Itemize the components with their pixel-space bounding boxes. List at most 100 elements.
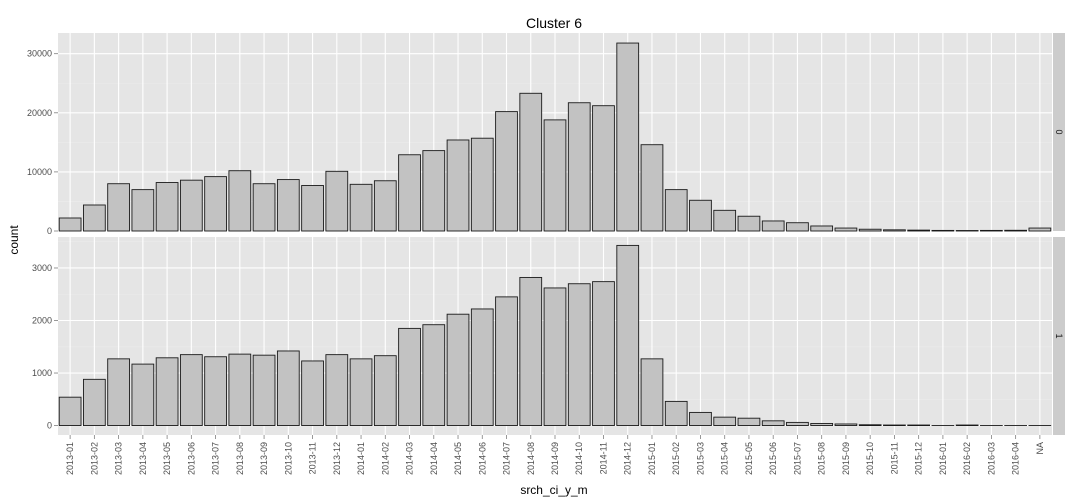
- bar-2015-03: [689, 411, 712, 426]
- bar-2016-01: [931, 229, 955, 232]
- y-tick-label: 2000: [32, 316, 52, 326]
- x-tick-label: 2013-07: [211, 442, 221, 475]
- bar-2014-08: [519, 276, 543, 426]
- bar-2013-02: [83, 204, 106, 232]
- x-tick-label: 2013-11: [308, 442, 318, 474]
- bar-2015-06: [761, 220, 785, 232]
- bar-2014-02: [373, 355, 397, 426]
- x-tick-label: 2013-05: [162, 442, 172, 475]
- bar-2013-11: [301, 360, 324, 426]
- x-tick-label: 2014-01: [356, 442, 366, 475]
- x-tick-label: 2013-12: [332, 442, 342, 475]
- bar-2013-11: [301, 185, 324, 232]
- x-tick-label: 2013-04: [138, 442, 148, 475]
- bar-2015-12: [907, 424, 931, 426]
- x-tick-label: 2013-06: [186, 442, 196, 475]
- bar-2014-06: [470, 308, 494, 426]
- bar-2013-05: [155, 182, 179, 232]
- y-tick-label: 30000: [27, 49, 52, 59]
- x-tick-label: 2015-02: [671, 442, 681, 475]
- x-tick-label: 2015-09: [841, 442, 851, 475]
- bar-2013-07: [204, 356, 227, 426]
- bar-2014-05: [446, 313, 470, 426]
- bar-2013-03: [107, 358, 130, 426]
- bar-2014-01: [349, 183, 373, 232]
- bar-2013-02: [83, 378, 106, 426]
- x-tick-label: 2015-10: [865, 442, 875, 475]
- x-tick-label: 2014-09: [550, 442, 560, 475]
- bar-2013-04: [131, 189, 155, 232]
- bar-2014-12: [616, 42, 640, 232]
- facet-panel-0: 0 10000 20000 30000 0: [27, 33, 1065, 236]
- bar-2014-08: [519, 92, 543, 232]
- x-tick-label: 2016-01: [938, 442, 948, 475]
- bar-2014-12: [616, 244, 640, 426]
- facet-strip: [1053, 237, 1065, 435]
- bar-2015-08: [810, 422, 834, 426]
- bar-2013-10: [276, 350, 300, 426]
- bar-2015-04: [713, 416, 737, 426]
- bar-2015-11: [883, 424, 906, 426]
- bar-2014-02: [373, 180, 397, 232]
- x-tick-label: 2013-08: [235, 442, 245, 475]
- bar-2015-02: [664, 400, 688, 426]
- y-tick-label: 1000: [32, 368, 52, 378]
- x-tick-label: 2014-04: [429, 442, 439, 475]
- bar-2015-01: [640, 358, 664, 426]
- x-tick-label: 2014-06: [477, 442, 487, 475]
- bar-2014-04: [422, 150, 446, 232]
- bar-2015-03: [689, 199, 712, 232]
- bar-2015-05: [737, 215, 761, 232]
- bar-2015-01: [640, 144, 664, 232]
- bar-2014-09: [543, 287, 567, 426]
- bar-2015-07: [786, 222, 809, 232]
- bar-2014-09: [543, 119, 567, 232]
- bar-2013-09: [252, 354, 276, 426]
- x-tick-label: 2015-07: [792, 442, 802, 475]
- x-tick-label: 2015-01: [647, 442, 657, 475]
- bar-2016-02: [955, 424, 979, 426]
- bar-2014-01: [349, 358, 373, 426]
- x-tick-label: 2016-04: [1011, 442, 1021, 475]
- x-tick-label: 2013-03: [114, 442, 124, 475]
- bar-2015-02: [664, 189, 688, 232]
- x-axis-title: srch_ci_y_m: [520, 483, 587, 497]
- bar-2013-10: [276, 179, 300, 232]
- bar-2014-03: [398, 154, 421, 232]
- x-tick-label: 2014-11: [598, 442, 608, 474]
- x-tick-label: 2015-05: [744, 442, 754, 475]
- bar-2015-10: [858, 424, 882, 426]
- bar-2013-05: [155, 357, 179, 426]
- x-tick-label: 2013-09: [259, 442, 269, 475]
- bar-2014-03: [398, 327, 421, 426]
- bar-2013-04: [131, 363, 155, 426]
- x-tick-label: 2014-02: [380, 442, 390, 475]
- x-tick-label: 2013-10: [283, 442, 293, 475]
- x-tick-label: 2013-02: [89, 442, 99, 475]
- bar-2014-10: [567, 283, 591, 426]
- x-tick-label: 2014-12: [623, 442, 633, 475]
- y-tick-label: 20000: [27, 108, 52, 118]
- bar-2014-07: [495, 111, 518, 232]
- bar-2013-06: [179, 354, 203, 426]
- bar-NA: [1028, 227, 1052, 232]
- bar-2015-04: [713, 209, 737, 232]
- facet-panel-1: 0 1000 2000 3000 1: [32, 237, 1065, 435]
- bar-2014-07: [495, 296, 518, 426]
- bar-2013-01: [58, 217, 82, 232]
- bar-2015-07: [786, 421, 809, 426]
- bar-2013-03: [107, 183, 130, 232]
- bar-2013-07: [204, 176, 227, 232]
- x-tick-label: 2013-01: [65, 442, 75, 475]
- bar-2015-10: [858, 228, 882, 232]
- bar-2014-04: [422, 324, 446, 426]
- bar-2013-06: [179, 179, 203, 232]
- x-tick-label: NA: [1035, 442, 1045, 455]
- bar-2015-08: [810, 225, 834, 232]
- x-tick-label: 2015-04: [720, 442, 730, 475]
- x-tick-label: 2014-08: [526, 442, 536, 475]
- x-tick-label: 2014-05: [453, 442, 463, 475]
- x-tick-label: 2016-02: [962, 442, 972, 475]
- facet-strip: [1053, 33, 1065, 231]
- bar-2016-04: [1004, 229, 1027, 232]
